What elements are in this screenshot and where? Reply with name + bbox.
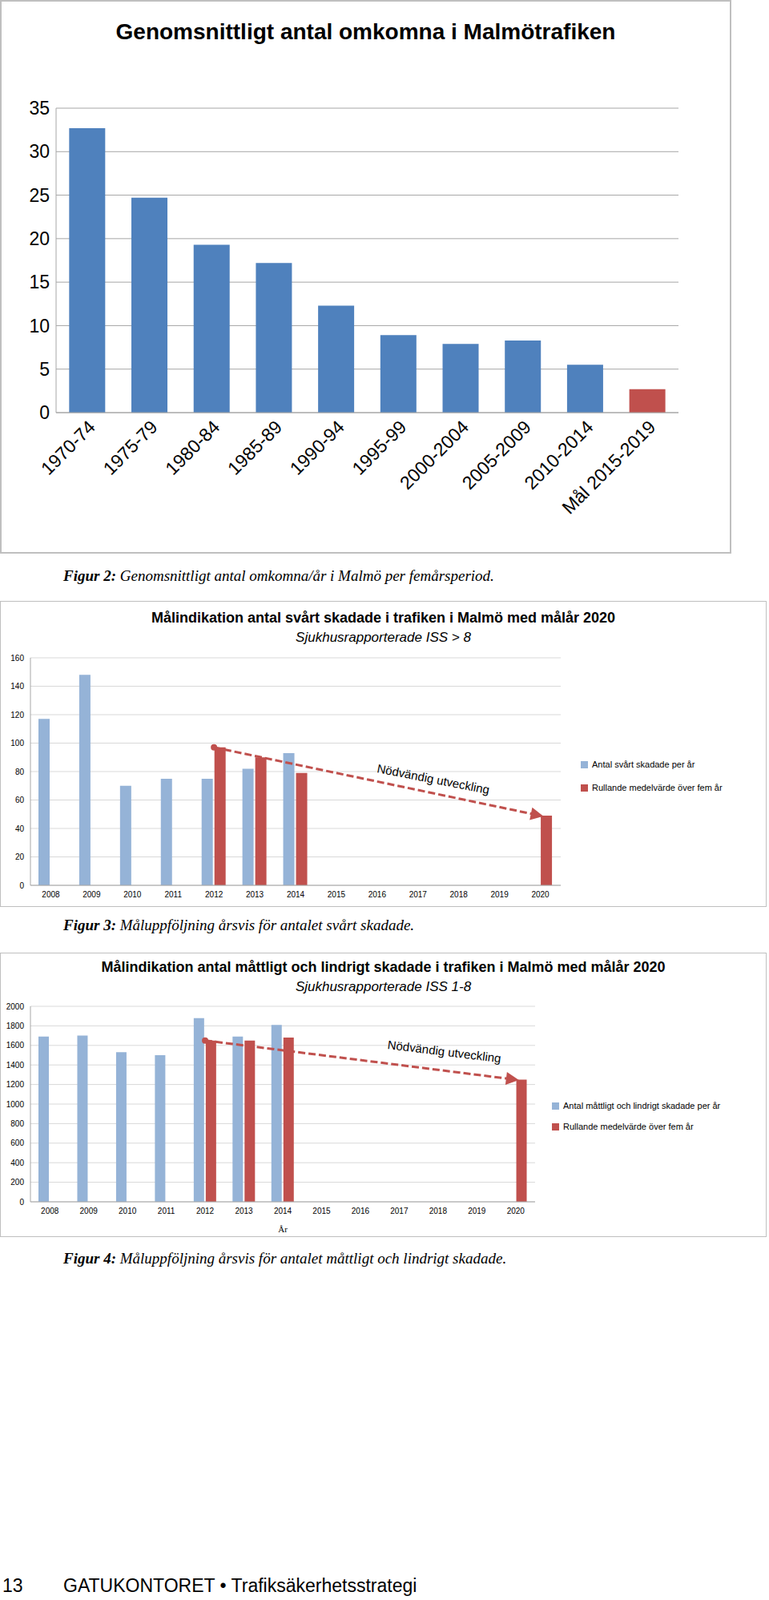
svg-text:0: 0 bbox=[19, 881, 25, 890]
svg-text:2015: 2015 bbox=[312, 1206, 331, 1216]
html-text:Nödvändig utveckling: Nödvändig utveckling bbox=[376, 761, 491, 797]
svg-text:2009: 2009 bbox=[80, 1206, 99, 1216]
svg-text:Mål 2015-2019: Mål 2015-2019 bbox=[557, 416, 660, 519]
svg-text:2012: 2012 bbox=[205, 889, 224, 899]
svg-text:15: 15 bbox=[28, 271, 50, 293]
html-text:Figur 4: Måluppföljning årsvis: Figur 4: Måluppföljning årsvis för antal… bbox=[63, 1249, 507, 1267]
svg-text:140: 140 bbox=[10, 681, 25, 691]
svg-text:80: 80 bbox=[15, 767, 25, 777]
svg-text:400: 400 bbox=[10, 1158, 25, 1168]
svg-text:800: 800 bbox=[10, 1119, 25, 1128]
html-text:Rullande medelvärde över fem å: Rullande medelvärde över fem år bbox=[591, 782, 723, 793]
svg-text:2000-2004: 2000-2004 bbox=[395, 416, 473, 494]
html-text:Målindikation antal svårt skad: Målindikation antal svårt skadade i traf… bbox=[151, 609, 616, 626]
svg-text:2017: 2017 bbox=[390, 1206, 409, 1216]
svg-text:20: 20 bbox=[28, 228, 50, 250]
svg-text:1990-94: 1990-94 bbox=[285, 416, 349, 480]
svg-text:1000: 1000 bbox=[6, 1099, 25, 1109]
svg-text:200: 200 bbox=[10, 1177, 25, 1187]
html-text:Sjukhusrapporterade ISS > 8: Sjukhusrapporterade ISS > 8 bbox=[295, 629, 471, 645]
svg-text:1980-84: 1980-84 bbox=[161, 416, 224, 480]
html-text:Målindikation antal måttligt o: Målindikation antal måttligt och lindrig… bbox=[101, 958, 666, 975]
svg-text:2009: 2009 bbox=[82, 889, 101, 899]
svg-text:2019: 2019 bbox=[490, 889, 509, 899]
svg-text:År: År bbox=[277, 1223, 288, 1234]
svg-text:2011: 2011 bbox=[157, 1206, 176, 1216]
svg-text:2013: 2013 bbox=[245, 889, 265, 899]
svg-text:1200: 1200 bbox=[6, 1079, 25, 1089]
svg-text:2010: 2010 bbox=[123, 889, 142, 899]
svg-text:2010: 2010 bbox=[118, 1206, 137, 1216]
svg-text:5: 5 bbox=[39, 358, 50, 380]
svg-text:1400: 1400 bbox=[6, 1060, 25, 1070]
svg-text:2020: 2020 bbox=[531, 889, 550, 899]
html-text:Rullande medelvärde över fem å: Rullande medelvärde över fem år bbox=[563, 1121, 694, 1132]
svg-text:1995-99: 1995-99 bbox=[347, 416, 411, 480]
svg-text:2020: 2020 bbox=[507, 1206, 526, 1216]
svg-text:25: 25 bbox=[28, 185, 50, 206]
svg-text:20: 20 bbox=[15, 852, 25, 862]
svg-text:2010-2014: 2010-2014 bbox=[520, 416, 598, 494]
svg-text:100: 100 bbox=[10, 738, 25, 748]
svg-text:60: 60 bbox=[15, 795, 25, 805]
svg-text:1800: 1800 bbox=[6, 1021, 25, 1031]
svg-text:2013: 2013 bbox=[234, 1206, 254, 1216]
svg-text:600: 600 bbox=[10, 1138, 25, 1148]
svg-text:2008: 2008 bbox=[41, 889, 61, 899]
svg-text:2011: 2011 bbox=[164, 889, 182, 899]
svg-text:2000: 2000 bbox=[6, 1002, 25, 1011]
svg-text:2012: 2012 bbox=[196, 1206, 215, 1216]
svg-text:2014: 2014 bbox=[273, 1206, 293, 1216]
svg-text:2014: 2014 bbox=[286, 889, 306, 899]
svg-text:30: 30 bbox=[28, 140, 50, 162]
svg-text:2015: 2015 bbox=[327, 889, 347, 899]
svg-text:2019: 2019 bbox=[467, 1206, 487, 1216]
svg-text:1975-79: 1975-79 bbox=[99, 416, 162, 480]
html-text:GATUKONTORET • Trafiksäkerhets: GATUKONTORET • Trafiksäkerhetsstrategi bbox=[63, 1574, 417, 1596]
svg-text:160: 160 bbox=[10, 653, 25, 663]
svg-text:2016: 2016 bbox=[351, 1206, 371, 1216]
svg-text:1600: 1600 bbox=[6, 1040, 25, 1050]
svg-text:2018: 2018 bbox=[429, 1206, 448, 1216]
svg-text:0: 0 bbox=[19, 1197, 25, 1207]
svg-text:2018: 2018 bbox=[450, 889, 469, 899]
html-text:Antal svårt skadade per år: Antal svårt skadade per år bbox=[591, 759, 695, 769]
html-text:13: 13 bbox=[2, 1574, 23, 1596]
svg-text:2017: 2017 bbox=[409, 889, 428, 899]
svg-text:10: 10 bbox=[28, 315, 50, 337]
svg-text:120: 120 bbox=[10, 710, 25, 720]
html-text:Antal måttligt och lindrigt sk: Antal måttligt och lindrigt skadade per … bbox=[563, 1100, 721, 1111]
svg-text:2008: 2008 bbox=[40, 1206, 60, 1216]
svg-text:1985-89: 1985-89 bbox=[223, 416, 286, 480]
html-text:Genomsnittligt antal omkomna i: Genomsnittligt antal omkomna i Malmötraf… bbox=[115, 19, 616, 45]
svg-text:35: 35 bbox=[28, 97, 50, 119]
html-text:Nödvändig utveckling: Nödvändig utveckling bbox=[386, 1037, 502, 1065]
svg-text:2005-2009: 2005-2009 bbox=[457, 416, 535, 494]
svg-text:40: 40 bbox=[15, 824, 25, 834]
html-text:Figur 3: Måluppföljning årsvis: Figur 3: Måluppföljning årsvis för antal… bbox=[63, 916, 415, 934]
html-text:Sjukhusrapporterade ISS 1-8: Sjukhusrapporterade ISS 1-8 bbox=[295, 978, 472, 995]
svg-text:1970-74: 1970-74 bbox=[36, 416, 100, 480]
svg-text:0: 0 bbox=[39, 402, 50, 423]
html-text:Figur 2: Genomsnittligt antal: Figur 2: Genomsnittligt antal omkomna/år… bbox=[63, 567, 495, 584]
svg-text:2016: 2016 bbox=[368, 889, 387, 899]
